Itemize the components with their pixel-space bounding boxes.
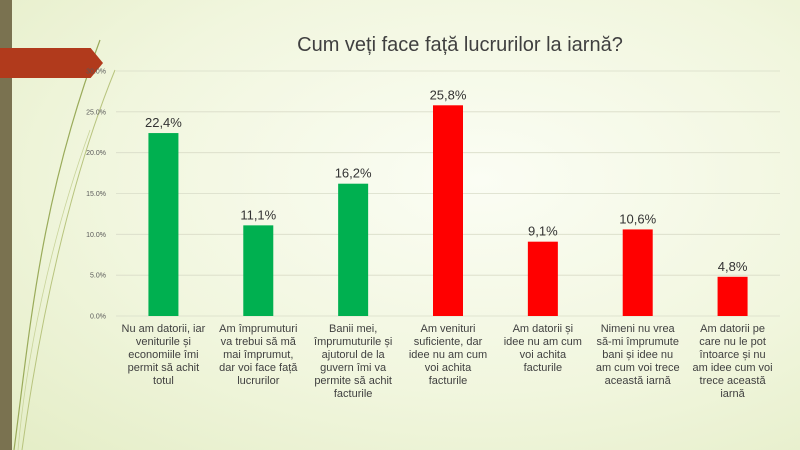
y-tick-label: 25.0% — [86, 109, 106, 116]
bar — [622, 229, 653, 316]
left-decorative-strip — [0, 0, 12, 450]
data-label: 10,6% — [619, 211, 656, 226]
bar — [243, 225, 274, 316]
data-label: 22,4% — [145, 115, 182, 130]
y-tick-label: 0.0% — [90, 314, 106, 321]
data-label: 4,8% — [718, 259, 748, 274]
y-tick-label: 15.0% — [86, 191, 106, 198]
x-category-label: Am împrumuturi va trebui să mă mai împru… — [219, 323, 298, 387]
x-category-label: Am venituri suficiente, dar idee nu am c… — [408, 323, 488, 387]
x-category-label: Nu am datorii, iar veniturile și economi… — [121, 323, 206, 387]
y-tick-label: 10.0% — [86, 232, 106, 239]
x-category-label: Nimeni nu vrea să-mi împrumute bani și i… — [595, 323, 680, 387]
bar — [527, 241, 558, 316]
data-label: 16,2% — [335, 166, 372, 181]
bar — [148, 133, 179, 316]
y-tick-label: 5.0% — [90, 273, 106, 280]
bar — [433, 105, 463, 316]
x-category-label: Am datorii pe care nu le pot întoarce și… — [692, 323, 773, 400]
bar — [717, 276, 748, 316]
chart-title: Cum veți face față lucrurilor la iarnă? — [297, 34, 623, 56]
bars — [148, 105, 748, 316]
x-category-label: Banii mei, împrumuturile și ajutorul de … — [314, 323, 393, 400]
decorative-curves — [13, 39, 116, 450]
y-tick-label: 30.0% — [86, 69, 106, 76]
data-label: 9,1% — [528, 224, 558, 239]
data-label: 11,1% — [240, 207, 276, 222]
y-axis-ticks: 0.0% 5.0% 10.0% 15.0% 20.0% 25.0% 30.0% — [86, 69, 106, 321]
value-labels: 22,4% 11,1% 16,2% 25,8% 9,1% 10,6% 4,8% — [145, 87, 748, 273]
x-category-label: Am datorii și idee nu am cum voi achita … — [503, 323, 582, 374]
y-tick-label: 20.0% — [86, 150, 106, 157]
data-label: 25,8% — [430, 87, 467, 102]
bar — [338, 183, 369, 316]
title-banner-arrow — [0, 48, 103, 78]
